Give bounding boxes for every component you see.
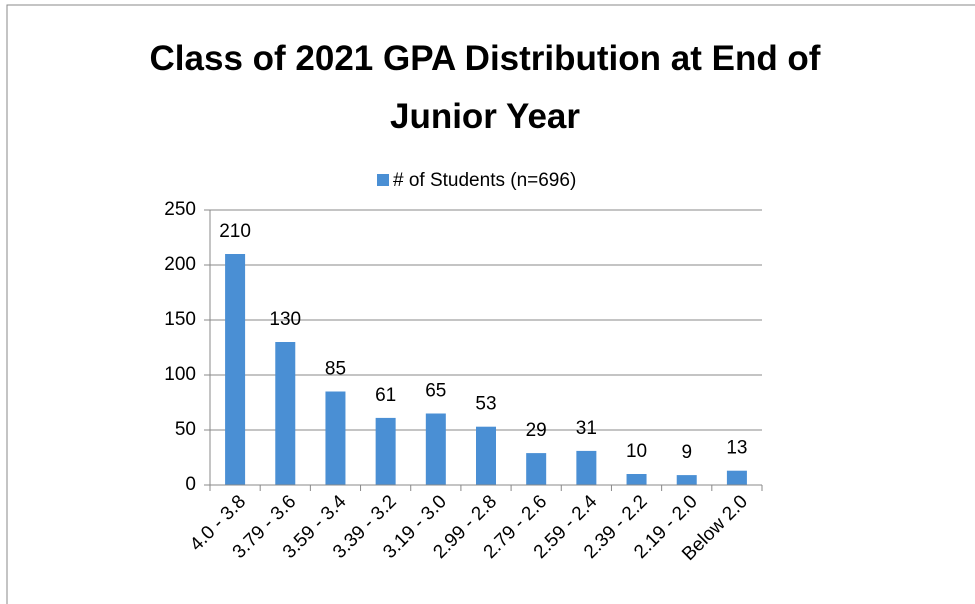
data-label: 130 <box>269 309 301 330</box>
data-label: 210 <box>219 221 251 242</box>
y-tick-label: 150 <box>164 309 196 330</box>
data-label: 31 <box>576 418 597 439</box>
bar <box>325 391 346 485</box>
bar <box>425 413 446 485</box>
y-tick-label: 50 <box>175 419 196 440</box>
data-label: 10 <box>626 441 647 462</box>
y-tick-label: 100 <box>164 364 196 385</box>
data-label: 53 <box>475 394 496 415</box>
y-tick-label: 250 <box>164 199 196 220</box>
bar <box>526 453 547 485</box>
bar <box>275 342 296 485</box>
y-tick-label: 0 <box>185 474 196 495</box>
bar <box>225 254 246 485</box>
data-label: 29 <box>526 420 547 441</box>
data-label: 85 <box>325 359 346 380</box>
data-label: 61 <box>375 385 396 406</box>
data-label: 65 <box>425 381 446 402</box>
bar <box>576 450 597 485</box>
bar <box>626 474 647 485</box>
data-label: 13 <box>726 438 747 459</box>
bar <box>476 426 496 485</box>
bar <box>375 417 396 485</box>
legend-label: # of Students (n=696) <box>393 170 576 191</box>
chart-border <box>6 4 975 604</box>
chart-title: Class of 2021 GPA Distribution at End of… <box>149 39 821 136</box>
y-tick-label: 200 <box>164 254 196 275</box>
bar <box>676 475 697 485</box>
bar <box>726 470 747 485</box>
data-label: 9 <box>681 442 692 463</box>
legend-swatch <box>377 174 389 186</box>
